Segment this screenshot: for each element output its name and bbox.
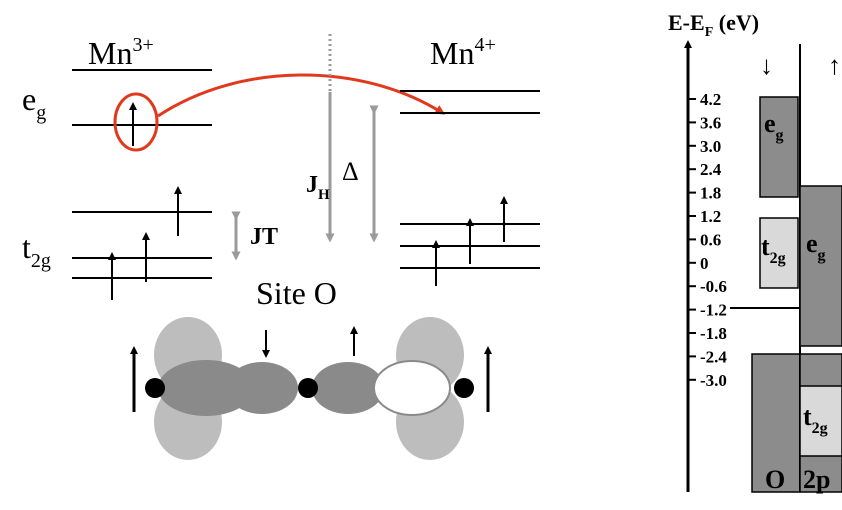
mn4-empty-lobe xyxy=(373,360,451,416)
jt-label: JT xyxy=(250,224,278,250)
band-eg-spin-down-label: eg xyxy=(764,109,784,144)
oxygen-right-lobe xyxy=(312,362,384,414)
energy-axis-label: E-EF (eV) xyxy=(668,10,759,40)
energy-ticks: 4.2 3.6 3.0 2.4 1.8 1.2 0.6 0 -0.6 -1.2 -1.8 -2.4 -3… xyxy=(688,90,727,390)
orbital-chain xyxy=(130,317,492,460)
band-o-label: O xyxy=(765,465,785,494)
delta-label: Δ xyxy=(342,157,359,186)
band-eg-spin-down xyxy=(759,96,799,198)
eg-label: eg xyxy=(22,81,46,124)
mn4-label: Mn4+ xyxy=(430,34,496,71)
energy-tick-label: 3.6 xyxy=(700,113,721,132)
energy-tick-label: 1.8 xyxy=(700,184,721,203)
band-2p-label: 2p xyxy=(803,465,830,494)
energy-tick-label: -2.4 xyxy=(700,347,727,366)
energy-tick-label: 3.0 xyxy=(700,137,721,156)
band-t2g-spin-up-label: t2g xyxy=(803,402,828,437)
mn4-atom xyxy=(454,378,474,398)
energy-tick-label: 0.6 xyxy=(700,230,721,249)
mn3-dark-lobe xyxy=(158,360,254,416)
energy-tick-label: -1.2 xyxy=(700,301,727,320)
oxygen-left-lobe xyxy=(226,362,298,414)
energy-tick-label: -3.0 xyxy=(700,371,727,390)
mn3-atom xyxy=(145,378,165,398)
eg-electron-circle xyxy=(113,92,159,152)
energy-tick-label: 0 xyxy=(700,254,709,273)
t2g-label: t2g xyxy=(22,229,51,272)
energy-tick-label: 4.2 xyxy=(700,90,721,109)
site-o-label: Site O xyxy=(256,275,337,311)
band-diagram: E-EF (eV) ↓ ↑ 4.2 3.6 3.0 2.4 1.8 1.2 0.6 0 -0.6… xyxy=(668,10,842,494)
band-o2p-spin-down xyxy=(751,353,801,493)
energy-tick-label: 2.4 xyxy=(700,160,722,179)
mn3-label: Mn3+ xyxy=(88,34,154,71)
spin-down-marker: ↓ xyxy=(760,51,773,80)
band-t2g-spin-down xyxy=(759,217,799,289)
band-eg-spin-up-label: eg xyxy=(806,229,826,264)
energy-level-diagram: Mn3+ Mn4+ eg t2g JT JH Δ xyxy=(22,34,540,311)
energy-tick-label: -1.8 xyxy=(700,324,727,343)
jh-label: JH xyxy=(306,172,330,203)
oxygen-atom xyxy=(298,378,318,398)
electron-hop-arrow xyxy=(157,73,446,118)
band-eg-spin-up xyxy=(799,185,842,347)
energy-tick-label: -0.6 xyxy=(700,277,727,296)
band-t2g-spin-down-label: t2g xyxy=(761,232,786,267)
energy-tick-label: 1.2 xyxy=(700,207,721,226)
spin-up-marker: ↑ xyxy=(828,51,841,80)
band-t2g-spin-up xyxy=(799,385,842,457)
